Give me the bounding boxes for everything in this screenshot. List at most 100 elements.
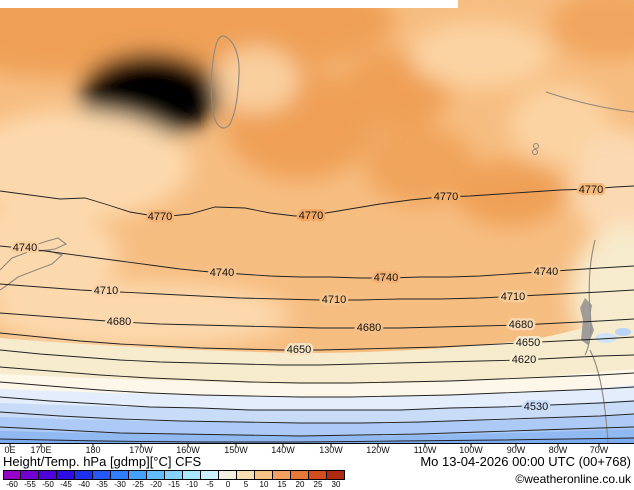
legend-swatch xyxy=(201,470,219,480)
title-row: Height/Temp. hPa [gdmp][°C] CFS Mo 13-04… xyxy=(0,455,634,469)
legend-value: -30 xyxy=(114,480,126,489)
faint-coastline xyxy=(545,91,634,113)
legend-value: -25 xyxy=(132,480,144,489)
legend-value: -50 xyxy=(42,480,54,489)
legend-value: -20 xyxy=(150,480,162,489)
legend-value: -40 xyxy=(78,480,90,489)
longitude-label: 0E xyxy=(4,445,15,455)
legend-value: 30 xyxy=(331,480,341,489)
contour-4590 xyxy=(0,366,634,384)
contour-label: 4770 xyxy=(148,211,172,223)
legend-value: 15 xyxy=(277,480,287,489)
legend-value: -10 xyxy=(186,480,198,489)
warm-patch xyxy=(95,0,395,72)
map-title: Height/Temp. hPa [gdmp][°C] CFS xyxy=(3,454,202,469)
copyright: ©weatheronline.co.uk xyxy=(515,472,631,486)
weather-map: 4770 4770 4770 4770 4740 4740 4740 4740 4710 4710… xyxy=(0,0,634,455)
contour-label: 4680 xyxy=(357,322,381,334)
longitude-label: 70W xyxy=(590,445,609,455)
longitude-label: 150W xyxy=(224,445,248,455)
contour-4530 xyxy=(0,396,634,411)
legend-swatch xyxy=(39,470,57,480)
contour-label: 4740 xyxy=(13,242,37,254)
contour-label: 4740 xyxy=(210,267,234,279)
legend-value: 0 xyxy=(225,480,231,489)
legend-cell: -55 xyxy=(21,470,39,489)
new-zealand-coast xyxy=(0,249,64,291)
legend-swatch xyxy=(219,470,237,480)
new-zealand-north-coast xyxy=(28,237,68,252)
legend-swatch xyxy=(21,470,39,480)
contour-label-layer: 4770 4770 4770 4770 4740 4740 4740 4740 4710 4710… xyxy=(10,182,605,416)
longitude-label: 140W xyxy=(271,445,295,455)
legend-value: 5 xyxy=(243,480,249,489)
legend-cell: -30 xyxy=(111,470,129,489)
legend-cell: -50 xyxy=(39,470,57,489)
contour-label: 4770 xyxy=(434,191,458,203)
legend-swatch xyxy=(255,470,273,480)
contour-4560 xyxy=(0,381,634,398)
contour-label: 4770 xyxy=(579,184,603,196)
legend-swatch xyxy=(129,470,147,480)
contour-4680 xyxy=(0,312,634,329)
warm-patch xyxy=(365,125,475,205)
legend-cell: -40 xyxy=(75,470,93,489)
light-patch xyxy=(510,85,610,165)
legend-value: -5 xyxy=(206,480,214,489)
legend-cell: 10 xyxy=(255,470,273,489)
contour-label: 4710 xyxy=(322,294,346,306)
contour-4740 xyxy=(0,245,634,279)
legend-cell: 5 xyxy=(237,470,255,489)
small-island xyxy=(532,142,540,150)
legend-cell: 25 xyxy=(309,470,327,489)
contour-4470 xyxy=(0,426,634,437)
x-axis: 0E 170E 180 170W 160W 150W 140W 130W 120W 110W 100… xyxy=(0,443,634,455)
axis-labels: 0E 170E 180 170W 160W 150W 140W 130W 120W 110W 100… xyxy=(4,445,608,455)
contour-label: 4620 xyxy=(512,354,536,366)
legend-cell: -60 xyxy=(3,470,21,489)
legend-swatch xyxy=(165,470,183,480)
warm-patch xyxy=(550,0,634,60)
legend-cell: 15 xyxy=(273,470,291,489)
legend-value: -60 xyxy=(6,480,18,489)
legend-cell: 20 xyxy=(291,470,309,489)
contour-label: 4650 xyxy=(287,344,311,356)
legend-swatch xyxy=(309,470,327,480)
contour-4440 xyxy=(0,437,634,443)
longitude-label: 110W xyxy=(414,445,437,455)
contour-label: 4680 xyxy=(509,319,533,331)
axis-margin xyxy=(0,444,634,455)
contour-label: 4530 xyxy=(524,401,548,413)
contour-label: 4740 xyxy=(534,266,558,278)
legend-cell: 30 xyxy=(327,470,345,489)
light-patch xyxy=(572,130,634,240)
contour-label: 4770 xyxy=(299,210,323,222)
temperature-shading-patches xyxy=(0,0,634,365)
legend-swatch xyxy=(291,470,309,480)
longitude-label: 180 xyxy=(85,445,100,455)
temperature-legend: -60 -55 -50 -45 -40 -35 -30 -25 -20 -15 -10 -5 0 5 10 1… xyxy=(3,470,345,489)
legend-cell: -10 xyxy=(183,470,201,489)
longitude-label: 90W xyxy=(507,445,526,455)
contour-label: 4710 xyxy=(501,291,525,303)
legend-cell: -45 xyxy=(57,470,75,489)
light-patch xyxy=(0,110,190,220)
contour-4650 xyxy=(0,332,634,351)
legend-swatch xyxy=(237,470,255,480)
legend-value: -45 xyxy=(60,480,72,489)
legend-swatch xyxy=(273,470,291,480)
light-patch xyxy=(0,210,120,300)
contour-label: 4710 xyxy=(94,285,118,297)
longitude-label: 80W xyxy=(549,445,568,455)
legend-swatch xyxy=(93,470,111,480)
legend-swatch xyxy=(111,470,129,480)
legend-value: 20 xyxy=(295,480,305,489)
legend-cell: -35 xyxy=(93,470,111,489)
legend-swatch xyxy=(183,470,201,480)
axis-ticks xyxy=(9,444,600,447)
contour-label: 4650 xyxy=(516,337,540,349)
legend-swatch xyxy=(3,470,21,480)
cold-spot xyxy=(615,328,631,336)
contour-4770 xyxy=(0,185,634,218)
